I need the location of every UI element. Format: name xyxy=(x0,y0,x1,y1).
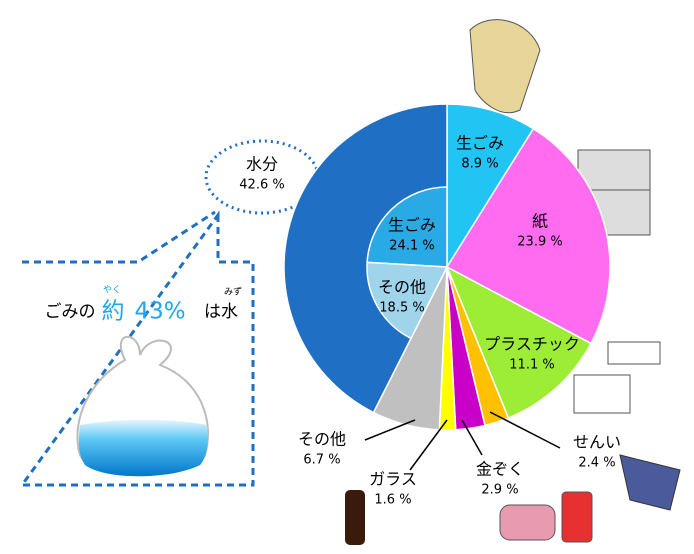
slice-label: 金ぞく xyxy=(476,460,524,479)
slice-label: その他 xyxy=(298,430,346,449)
bag-illustration xyxy=(76,335,209,477)
slice-label: ガラス xyxy=(369,470,417,489)
leader-line xyxy=(409,419,448,471)
slice-label: せんい xyxy=(573,433,621,452)
callout-ruby: みず xyxy=(224,287,242,298)
value-label: 42.6 % xyxy=(239,178,284,193)
callout-approx: 約 xyxy=(102,299,125,325)
pie-slice xyxy=(445,127,611,345)
inner-value-label: 18.5 % xyxy=(379,301,424,316)
pie-slice xyxy=(446,103,535,270)
inner-value-label: 24.1 % xyxy=(389,239,434,254)
inner-slice xyxy=(366,261,449,340)
pie-slice xyxy=(445,265,592,419)
leader-line xyxy=(489,411,561,449)
value-label: 2.9 % xyxy=(481,483,518,498)
callout-box xyxy=(19,210,255,487)
slice-label: 紙 xyxy=(532,212,548,231)
callout-main: 43% xyxy=(134,299,185,325)
callout-ruby: やく xyxy=(103,285,121,296)
inner-slice xyxy=(366,186,448,268)
value-label: 11.1 % xyxy=(509,358,554,373)
leader-line xyxy=(364,419,416,441)
callout-prefix: ごみの xyxy=(45,302,96,322)
value-label: 1.6 % xyxy=(374,493,411,508)
slice-label: プラスチック xyxy=(484,335,580,354)
callout-suffix: は水 xyxy=(204,302,238,322)
value-label: 23.9 % xyxy=(517,235,562,250)
inner-label: その他 xyxy=(378,278,426,297)
value-label: 8.9 % xyxy=(461,157,498,172)
illustration xyxy=(345,19,681,545)
value-label: 6.7 % xyxy=(303,453,340,468)
callout: ごみの やく 約 43% は水 みず xyxy=(45,285,243,325)
slice-label: 水分 xyxy=(246,155,278,174)
leader-line xyxy=(461,419,483,456)
slice-label: 生ごみ xyxy=(456,134,504,153)
inner-label: 生ごみ xyxy=(388,216,436,235)
value-label: 2.4 % xyxy=(578,456,615,471)
